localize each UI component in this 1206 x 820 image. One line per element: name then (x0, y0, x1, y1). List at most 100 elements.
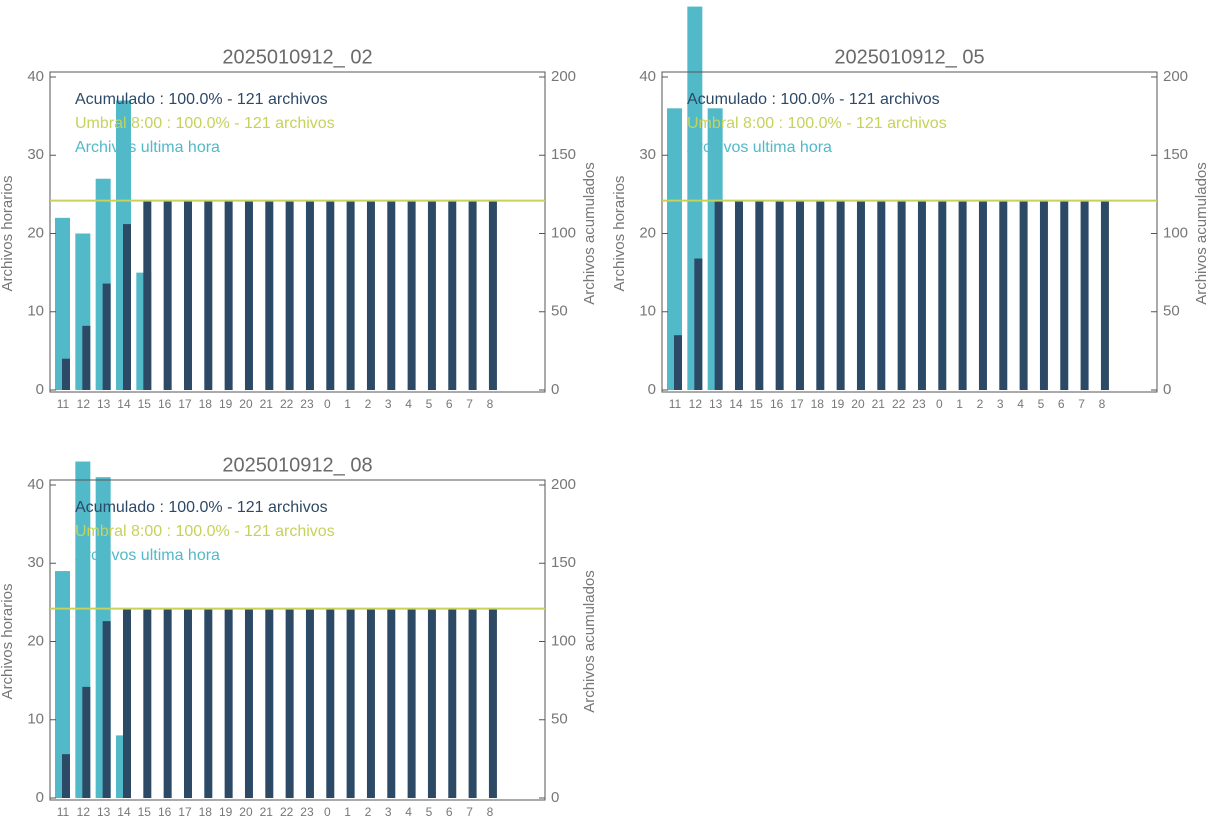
hourly-bar (667, 108, 682, 391)
plot-frame (661, 71, 1158, 393)
cumulative-bar (122, 224, 131, 390)
x-tick-label: 17 (178, 397, 192, 411)
cumulative-bar (82, 325, 91, 390)
cumulative-bar (163, 200, 172, 390)
x-tick-label: 15 (750, 397, 764, 411)
cumulative-bar (448, 200, 457, 390)
y2-tick-label: 200 (551, 68, 576, 85)
y2-tick-label: 150 (551, 146, 576, 163)
x-tick-label: 2 (977, 397, 984, 411)
x-tick-label: 14 (117, 397, 131, 411)
cumulative-bar (82, 686, 91, 798)
y-tick-label: 10 (27, 303, 44, 320)
cumulative-bar (999, 200, 1008, 390)
x-tick-label: 19 (831, 397, 845, 411)
y-tick-label: 40 (27, 476, 44, 493)
y2-axis-title: Archivos acumulados (581, 570, 598, 713)
cumulative-bar (387, 200, 396, 390)
y2-tick-label: 0 (551, 789, 559, 806)
y-tick-label: 0 (36, 381, 44, 398)
y-axis-title: Archivos horarios (611, 176, 628, 292)
cumulative-bar (163, 608, 172, 798)
x-tick-label: 11 (57, 397, 70, 411)
x-tick-label: 20 (239, 397, 253, 411)
cumulative-bar (143, 608, 152, 798)
y-tick-label: 40 (27, 68, 44, 85)
x-tick-label: 5 (1038, 397, 1045, 411)
cumulative-bar (224, 200, 233, 390)
x-tick-label: 18 (811, 397, 825, 411)
y2-tick-label: 100 (551, 632, 576, 649)
cumulative-bar (755, 200, 764, 390)
y2-tick-label: 0 (1163, 381, 1171, 398)
x-tick-label: 12 (689, 397, 703, 411)
cumulative-bar (407, 608, 416, 798)
plot-frame (49, 479, 546, 801)
cumulative-bar (468, 608, 477, 798)
x-tick-label: 1 (344, 397, 351, 411)
cumulative-bar (346, 200, 355, 390)
x-tick-label: 1 (956, 397, 963, 411)
x-tick-label: 14 (729, 397, 743, 411)
cumulative-bar (143, 200, 152, 390)
x-tick-label: 2 (365, 397, 372, 411)
y-axis-title: Archivos horarios (0, 176, 16, 292)
cumulative-bar (62, 358, 70, 390)
x-tick-label: 0 (324, 805, 331, 819)
x-tick-label: 7 (466, 805, 473, 819)
cumulative-bar (427, 608, 436, 798)
cumulative-bar (468, 200, 477, 390)
cumulative-bar (366, 608, 375, 798)
x-tick-label: 19 (219, 397, 233, 411)
y-tick-label: 10 (27, 711, 44, 728)
cumulative-bar (1060, 200, 1069, 390)
chart-title: 2025010912_ 08 (222, 454, 372, 476)
x-tick-label: 11 (57, 805, 70, 819)
x-tick-label: 18 (199, 805, 213, 819)
x-tick-label: 1 (344, 805, 351, 819)
x-tick-label: 20 (239, 805, 253, 819)
cumulative-bar (795, 200, 804, 390)
hourly-bar (55, 217, 70, 390)
cumulative-bar (836, 200, 845, 390)
y-tick-label: 30 (27, 554, 44, 571)
cumulative-bar (917, 200, 926, 390)
y2-axis-title: Archivos acumulados (581, 162, 598, 305)
cumulative-bar (346, 608, 355, 798)
y2-axis-title: Archivos acumulados (1193, 162, 1206, 305)
x-tick-label: 16 (158, 805, 172, 819)
x-tick-label: 8 (1099, 397, 1106, 411)
cumulative-bar (224, 608, 233, 798)
x-tick-label: 21 (872, 397, 886, 411)
y-tick-label: 30 (639, 146, 656, 163)
x-tick-label: 7 (1078, 397, 1085, 411)
y2-tick-label: 50 (1163, 303, 1180, 320)
x-tick-label: 3 (385, 397, 392, 411)
x-tick-label: 3 (385, 805, 392, 819)
x-tick-label: 20 (851, 397, 865, 411)
legend-entry: Archivos ultima hora (75, 139, 220, 156)
x-tick-label: 14 (117, 805, 131, 819)
y-tick-label: 20 (27, 224, 44, 241)
cumulative-bar (734, 200, 743, 390)
cumulative-bar (102, 283, 111, 390)
cumulative-bar (102, 621, 111, 798)
cumulative-bar (775, 200, 784, 390)
y2-tick-label: 200 (1163, 68, 1188, 85)
x-tick-label: 13 (709, 397, 723, 411)
cumulative-bar (694, 258, 703, 390)
x-tick-label: 8 (487, 397, 494, 411)
x-tick-label: 12 (77, 397, 91, 411)
cumulative-bar (877, 200, 886, 390)
x-tick-label: 4 (405, 397, 412, 411)
legend-entry: Archivos ultima hora (687, 139, 832, 156)
legend-entry: Umbral 8:00 : 100.0% - 121 archivos (75, 523, 335, 540)
cumulative-bar (305, 200, 314, 390)
legend-entry: Archivos ultima hora (75, 547, 220, 564)
x-tick-label: 0 (324, 397, 331, 411)
cumulative-bar (856, 200, 865, 390)
legend-entry: Umbral 8:00 : 100.0% - 121 archivos (687, 115, 947, 132)
x-tick-label: 21 (260, 805, 274, 819)
